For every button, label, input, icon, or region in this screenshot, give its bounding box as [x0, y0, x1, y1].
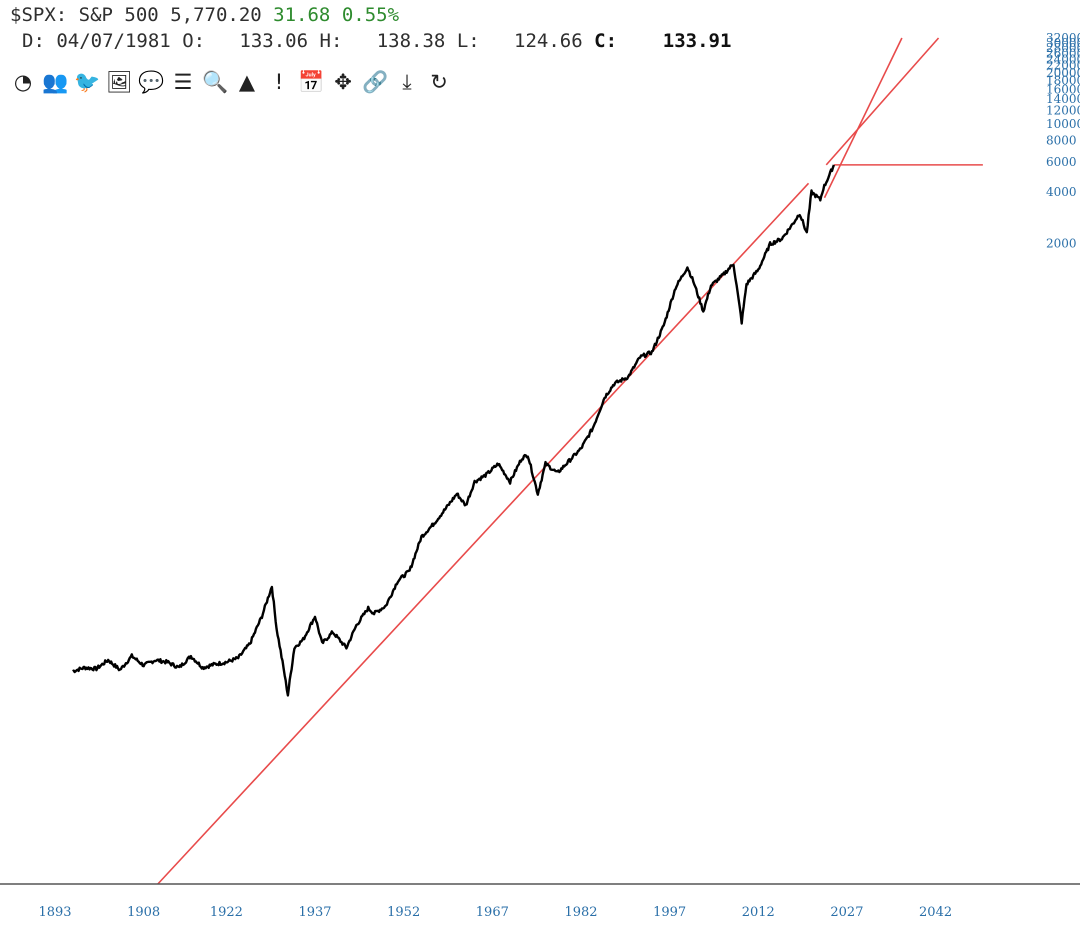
- bar-date: 04/07/1981: [56, 30, 171, 52]
- y-tick-label: 32000: [1046, 31, 1080, 45]
- price-change: 31.68: [273, 4, 331, 26]
- y-tick-label: 18000: [1046, 74, 1080, 88]
- last-price: 5,770.20: [170, 4, 262, 26]
- y-tick-label: 12000: [1046, 104, 1080, 118]
- x-tick-label: 1908: [127, 905, 160, 920]
- download-icon[interactable]: ⤓: [402, 70, 412, 94]
- move-icon[interactable]: ✥: [334, 70, 352, 94]
- ohlc-line: D: 04/07/1981 O: 133.06 H: 138.38 L: 124…: [22, 30, 731, 60]
- high-value: 138.38: [376, 30, 446, 52]
- low-label: L:: [456, 30, 480, 52]
- search-icon[interactable]: 🔍: [202, 70, 229, 94]
- refresh-icon[interactable]: ↻: [430, 70, 448, 94]
- quote-header: $SPX: S&P 500 5,770.20 31.68 0.55% D: 04…: [10, 4, 731, 60]
- x-tick-label: 1967: [476, 905, 509, 920]
- trendline-3: [825, 37, 940, 166]
- comment-icon[interactable]: 💬: [138, 70, 165, 94]
- y-tick-label: 20000: [1046, 66, 1080, 80]
- x-tick-label: 2012: [742, 905, 775, 920]
- open-value: 133.06: [239, 30, 309, 52]
- x-tick-label: 1922: [210, 905, 243, 920]
- price-series: [72, 164, 836, 697]
- x-tick-label: 1952: [387, 905, 420, 920]
- y-tick-label: 4000: [1046, 185, 1077, 199]
- price-line: [72, 164, 836, 697]
- link-icon[interactable]: 🔗: [362, 70, 389, 94]
- exclamation-icon[interactable]: !: [274, 70, 284, 94]
- x-axis-ticks: 1893 1908 1922 1937 1952 1967 1982 1997 2012 2027…: [38, 905, 952, 920]
- twitter-icon[interactable]: 🐦: [74, 70, 101, 94]
- date-label: D:: [22, 30, 45, 52]
- x-tick-label: 2042: [919, 905, 952, 920]
- y-tick-label: 26000: [1046, 46, 1080, 60]
- open-label: O:: [182, 30, 206, 52]
- y-tick-label: 10000: [1046, 117, 1080, 131]
- quote-line: $SPX: S&P 500 5,770.20 31.68 0.55%: [10, 4, 731, 30]
- calendar-icon[interactable]: 📅: [298, 70, 325, 94]
- y-axis-ticks: 2000 4000 6000 8000 100001200014000160001800…: [1046, 31, 1080, 250]
- users-icon[interactable]: 👥: [42, 70, 69, 94]
- y-tick-label: 24000: [1046, 52, 1080, 66]
- close-label: C:: [594, 30, 618, 52]
- y-tick-label: 2000: [1046, 236, 1077, 250]
- symbol: $SPX:: [10, 4, 68, 26]
- x-tick-label: 1982: [564, 905, 597, 920]
- y-tick-label: 16000: [1046, 82, 1080, 96]
- y-tick-label: 28000: [1046, 41, 1080, 55]
- y-tick-label: 30000: [1046, 36, 1080, 50]
- list-icon[interactable]: ☰: [173, 70, 193, 94]
- instrument-name: S&P 500: [78, 4, 159, 26]
- close-value: 133.91: [662, 30, 732, 52]
- price-change-pct: 0.55%: [341, 4, 400, 26]
- x-tick-label: 1997: [653, 905, 686, 920]
- trendline-2: [823, 37, 903, 199]
- high-label: H:: [319, 30, 343, 52]
- x-tick-label: 2027: [830, 905, 863, 920]
- y-tick-label: 6000: [1046, 155, 1077, 169]
- y-tick-label: 8000: [1046, 134, 1077, 148]
- low-value: 124.66: [514, 30, 583, 52]
- triangle-icon[interactable]: ▲: [238, 70, 256, 94]
- x-tick-label: 1893: [38, 905, 71, 920]
- image-icon[interactable]: 🖼: [106, 70, 133, 94]
- y-tick-label: 14000: [1046, 92, 1080, 106]
- dashboard-icon[interactable]: ◔: [13, 70, 33, 94]
- x-tick-label: 1937: [298, 905, 331, 920]
- chart-toolbar: ◔ 👥 🐦 🖼 💬 ☰ 🔍 ▲! 📅 ✥ 🔗 ⤓ ↻: [10, 68, 452, 96]
